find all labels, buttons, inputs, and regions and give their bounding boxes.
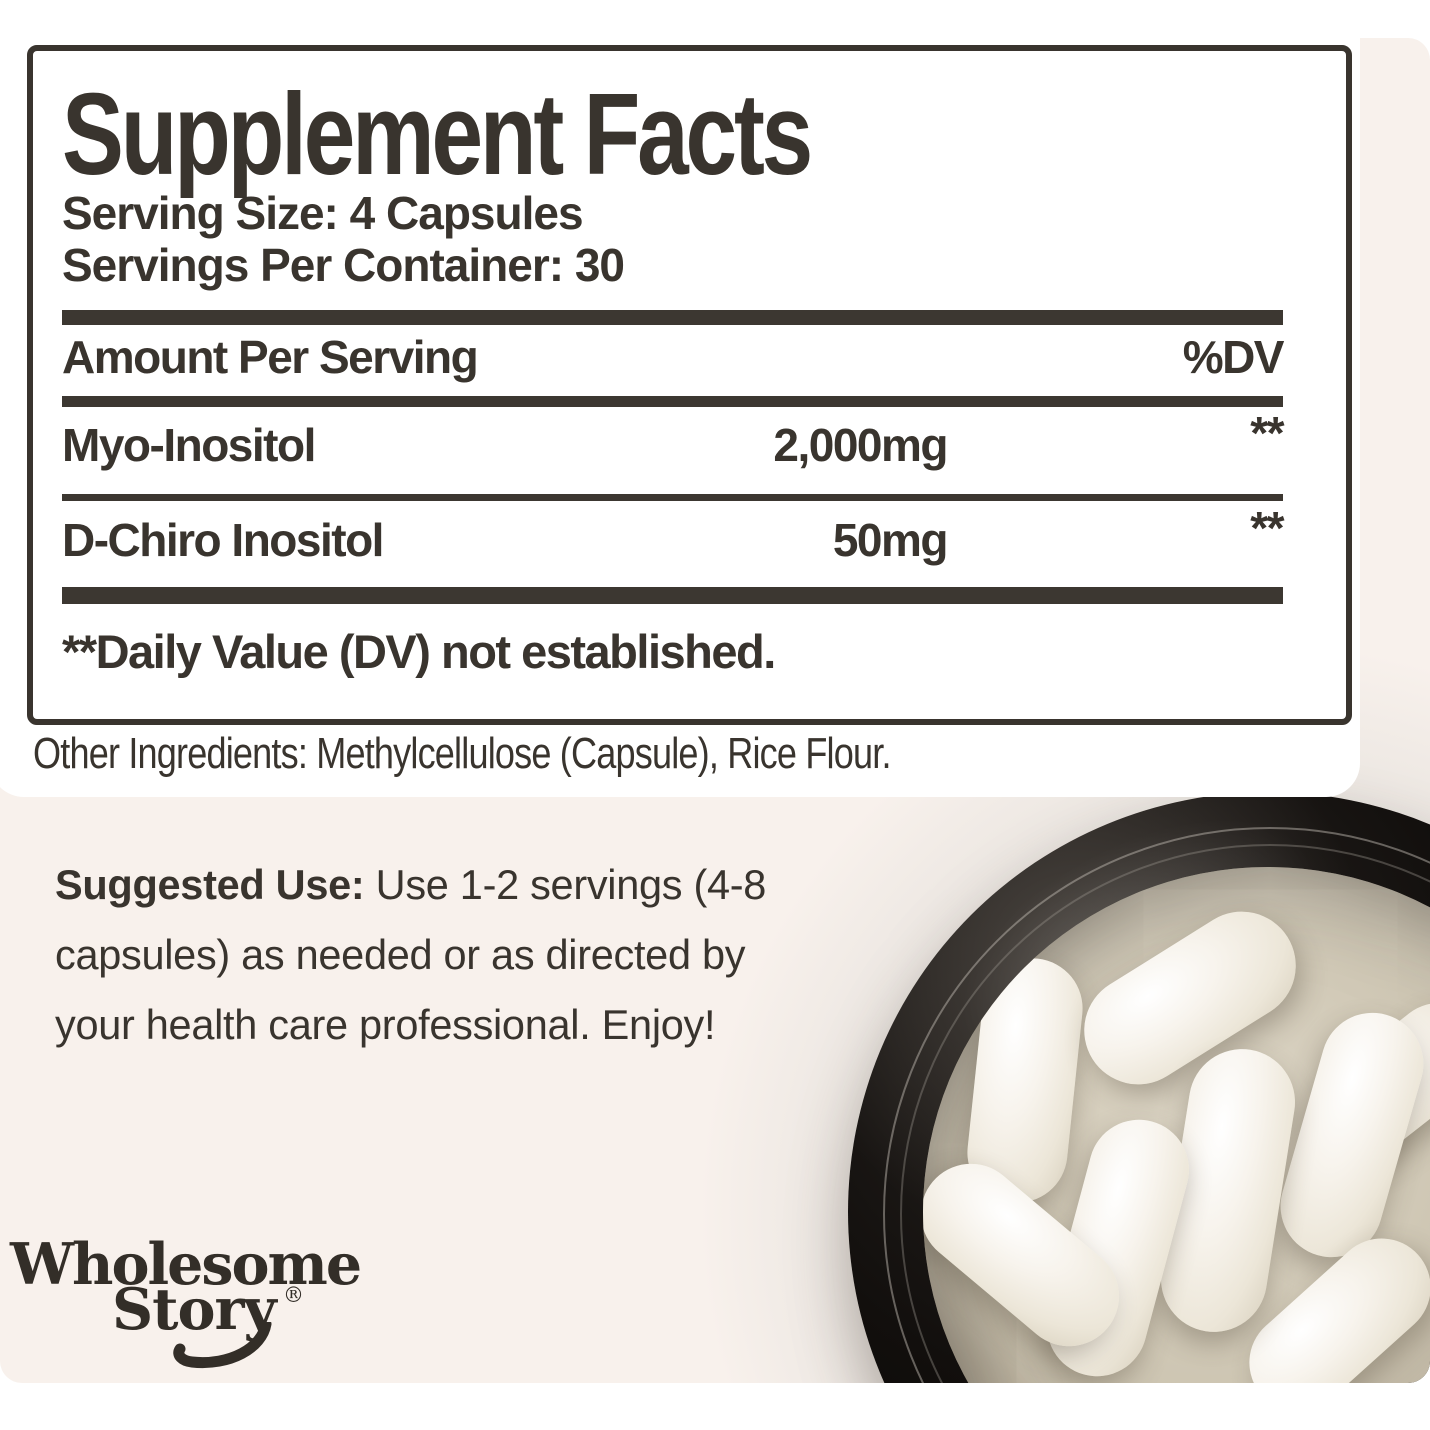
nutrient-amount: 50mg — [832, 514, 949, 566]
brand-logo-wholesome: Wholesome — [10, 1231, 362, 1298]
nutrient-dv: ** — [1250, 502, 1284, 554]
nutrient-dv: ** — [1250, 407, 1284, 459]
registered-trademark-icon: ® — [283, 1283, 304, 1307]
logo-y-swash-icon — [170, 1318, 280, 1379]
divider-thin — [62, 494, 1283, 501]
divider-medium — [62, 396, 1283, 407]
serving-size: Serving Size: 4 Capsules — [62, 187, 584, 239]
dv-footnote: **Daily Value (DV) not established. — [62, 625, 776, 678]
supplement-facts-box — [27, 45, 1352, 725]
suggested-use-label: Suggested Use: — [55, 861, 365, 908]
nutrient-row: D-Chiro Inositol 50mg ** — [62, 502, 1284, 593]
supplement-facts-title: Supplement Facts — [62, 69, 813, 199]
nutrient-row: Myo-Inositol 2,000mg ** — [62, 407, 1284, 498]
divider-thick-top — [62, 310, 1283, 325]
suggested-use-text: Use 1-2 servings (4-8 capsules) as neede… — [55, 861, 767, 1048]
percent-dv-header: %DV — [1182, 331, 1285, 383]
suggested-use: Suggested Use: Use 1-2 servings (4-8 cap… — [55, 850, 830, 1060]
nutrient-name: D-Chiro Inositol — [62, 514, 384, 566]
servings-per-container: Servings Per Container: 30 — [62, 239, 625, 291]
amount-per-serving-header: Amount Per Serving — [62, 331, 479, 383]
nutrient-name: Myo-Inositol — [62, 419, 316, 471]
nutrient-amount: 2,000mg — [773, 419, 948, 471]
column-header-row: Amount Per Serving %DV — [62, 330, 1285, 396]
other-ingredients: Other Ingredients: Methylcellulose (Caps… — [33, 729, 891, 778]
divider-thick-bottom — [62, 587, 1283, 604]
brand-logo-story: Story — [112, 1276, 277, 1343]
